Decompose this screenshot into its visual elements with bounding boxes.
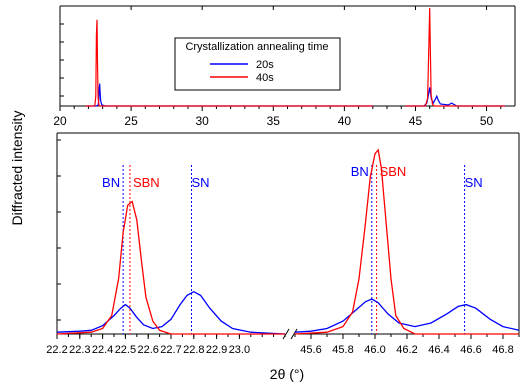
- top-x-tick-label: 50: [480, 114, 494, 128]
- reference-label-bn: BN: [351, 164, 369, 179]
- zoom-panel: 22.2 22.3 22.4 22.5 22.6 22.7 22.8 22.9 23.0 45.6…: [46, 132, 520, 356]
- bottom-x-tick-label: 46.2: [396, 344, 417, 356]
- bottom-x-tick-label: 23.0: [229, 344, 250, 356]
- x-axis-label: 2θ (°): [270, 366, 304, 382]
- bottom-series-line-20s: [56, 290, 520, 335]
- bottom-x-tick-label: 22.7: [160, 344, 181, 356]
- axis-break-mark: [290, 328, 298, 340]
- y-axis-label: Diffracted intensity: [9, 111, 25, 226]
- bottom-x-tick-label: 22.2: [46, 344, 67, 356]
- axis-break-mark: [282, 328, 290, 340]
- bottom-x-tick-label: 45.8: [332, 344, 353, 356]
- legend-label-20s: 20s: [256, 59, 274, 71]
- top-series-line-40s: [85, 7, 505, 107]
- bottom-x-tick-label: 22.9: [206, 344, 227, 356]
- bottom-x-tick-label: 22.8: [183, 344, 204, 356]
- reference-label-sn: SN: [465, 175, 483, 190]
- bottom-x-tick-label: 22.6: [137, 344, 158, 356]
- reference-label-sn: SN: [192, 175, 210, 190]
- reference-label-sbn: SBN: [133, 175, 160, 190]
- bottom-x-tick-label: 46.0: [364, 344, 385, 356]
- bottom-x-tick-label: 46.4: [428, 344, 449, 356]
- top-x-tick-label: 45: [409, 114, 423, 128]
- bottom-x-tick-label: 46.8: [492, 344, 513, 356]
- top-x-tick-label: 20: [53, 114, 67, 128]
- top-x-tick-label: 35: [267, 114, 281, 128]
- bottom-x-tick-label: 45.6: [300, 344, 321, 356]
- legend-label-40s: 40s: [256, 72, 274, 84]
- bottom-x-tick-label: 46.6: [460, 344, 481, 356]
- bottom-x-tick-label: 22.5: [115, 344, 136, 356]
- top-x-tick-label: 40: [338, 114, 352, 128]
- bottom-series-line-40s: [56, 148, 519, 335]
- bottom-x-tick-label: 22.3: [69, 344, 90, 356]
- reference-label-bn: BN: [102, 175, 120, 190]
- bottom-x-tick-label: 22.4: [92, 344, 113, 356]
- legend-box: [174, 37, 341, 91]
- overview-panel: 20 25 30 35 40 45 50 Crystallization annealing …: [53, 5, 516, 128]
- legend-title: Crystallization annealing time: [185, 41, 328, 53]
- top-x-tick-label: 30: [196, 114, 210, 128]
- top-x-tick-label: 25: [124, 114, 138, 128]
- reference-label-sbn: SBN: [380, 164, 407, 179]
